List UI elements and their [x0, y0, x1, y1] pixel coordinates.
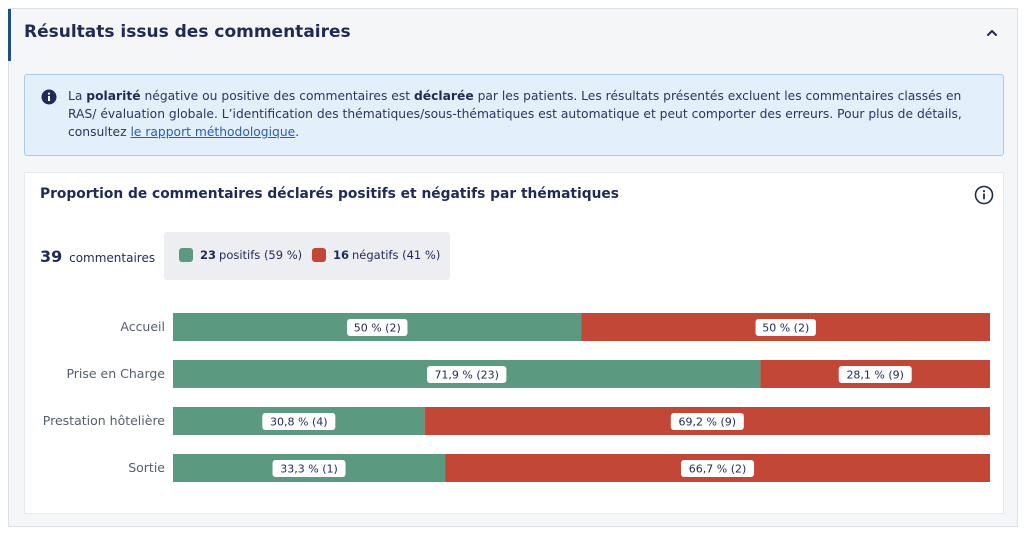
- value-label-bg: [755, 319, 816, 336]
- value-label-bg: [681, 460, 755, 477]
- value-label-bg: [262, 413, 336, 430]
- info-outline-icon[interactable]: [974, 185, 994, 205]
- value-label-bg: [427, 366, 507, 383]
- info-filled-icon: [41, 89, 57, 105]
- legend-positive-label: positifs (59 %): [219, 248, 303, 262]
- value-label: 71,9 % (23): [434, 369, 499, 382]
- value-label-bg: [838, 366, 912, 383]
- value-label: 66,7 % (2): [689, 463, 747, 476]
- declared-term: déclarée: [413, 89, 474, 103]
- info-banner-text: La polarité négative ou positive des com…: [68, 89, 962, 139]
- chart-title: Proportion de commentaires déclarés posi…: [40, 186, 619, 202]
- value-label-bg: [347, 319, 408, 336]
- total-comments: 39 commentaires: [40, 247, 155, 266]
- chevron-up-icon[interactable]: [985, 26, 999, 40]
- info-banner: La polarité négative ou positive des com…: [24, 74, 1004, 156]
- panel-title: Résultats issus des commentaires: [24, 22, 351, 42]
- total-label: commentaires: [69, 251, 156, 265]
- legend-negative: 16 négatifs (41 %): [312, 248, 440, 262]
- legend-negative-swatch: [312, 248, 326, 262]
- category-label: Prestation hôtelière: [43, 413, 166, 428]
- legend-negative-label: négatifs (41 %): [352, 248, 441, 262]
- value-label-bg: [670, 413, 744, 430]
- polarity-term: polarité: [86, 89, 141, 103]
- legend-positive: 23 positifs (59 %): [179, 248, 302, 262]
- value-label: 30,8 % (4): [270, 416, 328, 429]
- value-label: 69,2 % (9): [679, 416, 737, 429]
- legend-positive-swatch: [179, 248, 193, 262]
- category-label: Sortie: [128, 460, 165, 475]
- panel-accent-bar: [8, 9, 11, 61]
- value-label-bg: [272, 460, 346, 477]
- methodology-report-link[interactable]: le rapport méthodologique: [130, 125, 296, 139]
- comments-results-panel: Résultats issus des commentaires La pola…: [8, 8, 1018, 527]
- chart-card: Proportion de commentaires déclarés posi…: [24, 172, 1004, 514]
- stacked-bar-chart: Accueil 50 % (2) 50 % (2) Prise en Charge 71…: [43, 313, 990, 482]
- value-label: 50 % (2): [762, 322, 809, 335]
- value-label: 50 % (2): [354, 322, 401, 335]
- legend-negative-count: 16: [333, 248, 350, 262]
- total-count: 39: [40, 247, 63, 266]
- chart-legend: 23 positifs (59 %) 16 négatifs (41 %): [164, 232, 450, 280]
- category-label: Accueil: [120, 319, 165, 334]
- category-label: Prise en Charge: [66, 366, 165, 381]
- value-label: 28,1 % (9): [846, 369, 904, 382]
- legend-positive-count: 23: [200, 248, 217, 262]
- value-label: 33,3 % (1): [280, 463, 338, 476]
